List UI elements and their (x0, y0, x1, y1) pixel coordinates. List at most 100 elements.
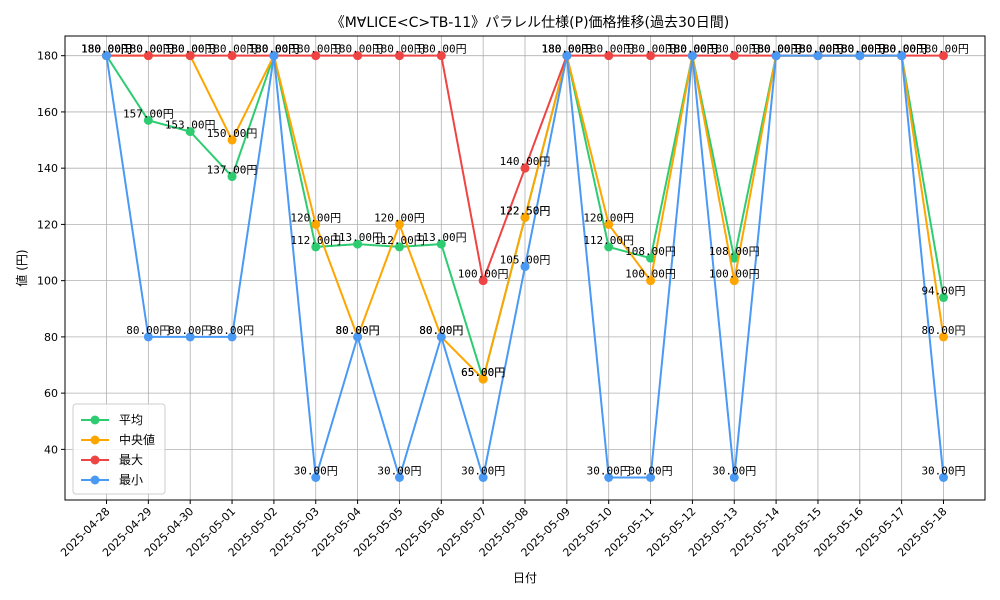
data-point (604, 51, 614, 61)
legend-box (72, 403, 166, 495)
data-label: 180.00円 (625, 43, 676, 56)
data-label: 180.00円 (81, 43, 132, 56)
data-label: 112.00円 (583, 234, 634, 247)
data-point (646, 51, 656, 61)
data-point (604, 473, 614, 483)
data-point (394, 473, 404, 483)
data-point (227, 332, 237, 342)
data-point (729, 51, 739, 61)
data-label: 180.00円 (876, 43, 927, 56)
data-label: 180.00円 (834, 43, 885, 56)
data-label: 120.00円 (583, 211, 634, 224)
data-label: 157.00円 (123, 107, 174, 120)
data-label: 180.00円 (793, 43, 844, 56)
data-label: 180.00円 (876, 43, 927, 56)
data-label: 120.00円 (290, 211, 341, 224)
data-label: 30.00円 (587, 465, 631, 478)
data-label: 180.00円 (667, 43, 718, 56)
data-label: 180.00円 (667, 43, 718, 56)
chart-title: 《M∀LICE<C>TB-11》パラレル仕様(P)価格推移(過去30日間) (331, 15, 730, 31)
data-label: 65.00円 (461, 366, 505, 379)
data-label: 180.00円 (249, 43, 300, 56)
data-label: 180.00円 (793, 43, 844, 56)
data-point (729, 253, 739, 263)
data-point (604, 219, 614, 229)
data-label: 180.00円 (541, 43, 592, 56)
data-label: 30.00円 (712, 465, 756, 478)
data-point (353, 239, 363, 249)
data-point (520, 262, 530, 272)
data-label: 140.00円 (500, 155, 551, 168)
data-label: 180.00円 (667, 43, 718, 56)
data-point (855, 51, 865, 61)
data-point (478, 374, 488, 384)
data-label: 180.00円 (583, 43, 634, 56)
data-label: 180.00円 (249, 43, 300, 56)
y-tick-label: 180 (37, 50, 58, 63)
data-label: 180.00円 (165, 43, 216, 56)
data-point (729, 276, 739, 286)
data-point (478, 276, 488, 286)
data-point (520, 212, 530, 222)
data-point (646, 473, 656, 483)
data-point (311, 51, 321, 61)
data-label: 120.00円 (374, 211, 425, 224)
data-point (185, 332, 195, 342)
data-point (227, 172, 237, 182)
data-label: 180.00円 (207, 43, 258, 56)
data-point (687, 51, 697, 61)
data-point (771, 51, 781, 61)
data-label: 80.00円 (336, 324, 380, 337)
legend-swatch-marker (90, 455, 100, 465)
y-tick-label: 60 (44, 387, 58, 400)
data-label: 180.00円 (918, 43, 969, 56)
data-point (436, 239, 446, 249)
data-label: 180.00円 (290, 43, 341, 56)
y-tick-label: 140 (37, 162, 58, 175)
data-label: 150.00円 (207, 127, 258, 140)
data-label: 105.00円 (500, 254, 551, 267)
data-label: 180.00円 (793, 43, 844, 56)
data-point (269, 51, 279, 61)
data-label: 113.00円 (416, 231, 467, 244)
data-point (939, 51, 948, 61)
data-label: 180.00円 (751, 43, 802, 56)
data-label: 30.00円 (628, 465, 672, 478)
data-label: 80.00円 (210, 324, 254, 337)
data-point (311, 473, 321, 483)
data-point (394, 242, 404, 252)
data-label: 180.00円 (374, 43, 425, 56)
data-label: 180.00円 (541, 43, 592, 56)
data-label: 100.00円 (709, 268, 760, 281)
data-point (394, 51, 404, 61)
y-tick-label: 40 (44, 443, 58, 456)
data-label: 180.00円 (709, 43, 760, 56)
data-label: 180.00円 (332, 43, 383, 56)
data-point (436, 51, 446, 61)
data-label: 180.00円 (541, 43, 592, 56)
data-point (646, 253, 656, 263)
legend-label: 最小 (119, 473, 143, 487)
data-point (353, 332, 363, 342)
data-point (646, 276, 656, 286)
data-label: 180.00円 (834, 43, 885, 56)
data-label: 30.00円 (377, 465, 421, 478)
data-label: 180.00円 (123, 43, 174, 56)
data-label: 80.00円 (168, 324, 212, 337)
data-label: 122.50円 (500, 204, 551, 217)
data-label: 180.00円 (249, 43, 300, 56)
data-point (729, 473, 739, 483)
data-point (102, 51, 111, 61)
y-axis-label: 値 (円) (14, 249, 29, 286)
data-point (185, 51, 195, 61)
data-label: 100.00円 (625, 268, 676, 281)
data-label: 94.00円 (921, 285, 965, 298)
data-point (939, 332, 948, 342)
legend-swatch-marker (90, 435, 100, 445)
data-label: 80.00円 (419, 324, 463, 337)
data-label: 180.00円 (751, 43, 802, 56)
data-point (813, 51, 823, 61)
